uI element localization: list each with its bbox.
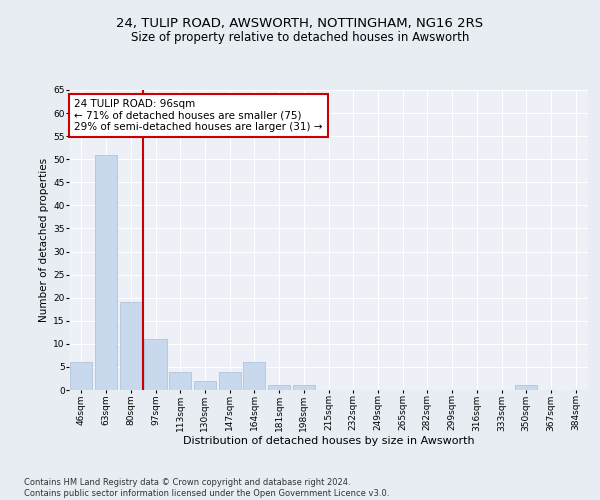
- Bar: [268, 386, 290, 390]
- Bar: [293, 386, 315, 390]
- Bar: [145, 339, 167, 390]
- Bar: [169, 372, 191, 390]
- Bar: [194, 381, 216, 390]
- Bar: [95, 154, 117, 390]
- Text: Contains HM Land Registry data © Crown copyright and database right 2024.
Contai: Contains HM Land Registry data © Crown c…: [24, 478, 389, 498]
- Y-axis label: Number of detached properties: Number of detached properties: [39, 158, 49, 322]
- Bar: [243, 362, 265, 390]
- Text: 24, TULIP ROAD, AWSWORTH, NOTTINGHAM, NG16 2RS: 24, TULIP ROAD, AWSWORTH, NOTTINGHAM, NG…: [116, 18, 484, 30]
- X-axis label: Distribution of detached houses by size in Awsworth: Distribution of detached houses by size …: [182, 436, 475, 446]
- Bar: [119, 302, 142, 390]
- Bar: [70, 362, 92, 390]
- Text: Size of property relative to detached houses in Awsworth: Size of property relative to detached ho…: [131, 31, 469, 44]
- Bar: [515, 386, 538, 390]
- Text: 24 TULIP ROAD: 96sqm
← 71% of detached houses are smaller (75)
29% of semi-detac: 24 TULIP ROAD: 96sqm ← 71% of detached h…: [74, 99, 323, 132]
- Bar: [218, 372, 241, 390]
